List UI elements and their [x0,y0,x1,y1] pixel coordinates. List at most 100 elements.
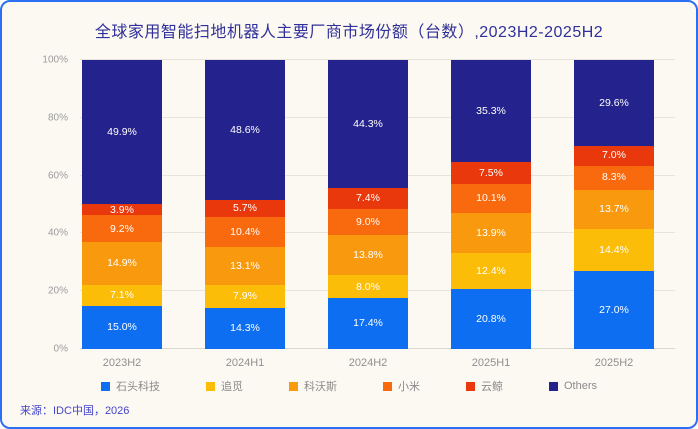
bar-segment: 44.3% [328,60,408,189]
bar-segment: 9.2% [82,215,162,243]
legend-item: Others [548,378,597,394]
legend-label: 科沃斯 [303,381,337,393]
legend-swatch-icon [382,381,392,391]
bar-segment: 9.0% [328,209,408,236]
bar-segment: 13.1% [205,246,285,285]
bar-segment-value-label: 44.3% [353,117,383,130]
bar-segment: 29.6% [574,60,654,146]
bar-segment: 14.9% [82,242,162,286]
chart-title: 全球家用智能扫地机器人主要厂商市场份额（台数）,2023H2-2025H2 [94,24,604,41]
bar-segment-value-label: 15.0% [107,321,137,334]
gridline [80,59,675,60]
legend-item: 追觅 [205,378,243,394]
y-axis-tick-label: 100% [42,54,68,66]
x-axis-tick-label: 2023H2 [102,357,142,369]
bar-segment-value-label: 9.0% [356,216,380,229]
y-axis-tick-label: 40% [47,227,68,239]
bar-segment-value-label: 49.9% [107,125,137,138]
bar-segment: 7.9% [205,284,285,308]
bar-segment-value-label: 8.3% [602,171,626,184]
bar-segment: 3.9% [82,203,162,216]
x-axis-tick-label: 2024H1 [225,357,265,369]
legend-label: 石头科技 [115,381,160,393]
bar-segment-value-label: 14.3% [230,322,260,335]
legend-swatch-icon [100,381,110,391]
bar-segment-value-label: 48.6% [230,123,260,136]
y-axis-tick-label: 20% [47,285,68,297]
bar-segment-value-label: 3.9% [110,203,134,216]
bar-segment-value-label: 12.4% [476,264,506,277]
bar-segment-value-label: 7.4% [356,192,380,205]
bar-segment: 35.3% [451,60,531,163]
bar-segment: 7.4% [328,188,408,210]
bar-segment-value-label: 35.3% [476,104,506,117]
bar-segment: 12.4% [451,253,531,289]
bar-segment: 7.5% [451,162,531,184]
legend-label: 小米 [397,381,420,393]
bar-segment: 7.0% [574,145,654,166]
bar-segment: 14.4% [574,229,654,271]
bar-segment: 17.4% [328,298,408,349]
bar-segment-value-label: 14.4% [599,243,629,256]
legend-label: Others [563,380,597,392]
bar-segment-value-label: 29.6% [599,96,629,109]
x-axis-tick-label: 2025H2 [594,357,634,369]
source-note: 来源：IDC中国，2026 [20,405,130,417]
bar-segment: 13.7% [574,189,654,230]
bar-segment-value-label: 27.0% [599,303,629,316]
legend-item: 小米 [382,378,420,394]
legend-item: 科沃斯 [288,378,337,394]
bar-segment-value-label: 13.9% [476,226,506,239]
bar-segment-value-label: 13.8% [353,249,383,262]
bar-segment-value-label: 20.8% [476,312,506,325]
y-axis-tick-label: 0% [53,343,68,355]
bar-segment-value-label: 10.1% [476,192,506,205]
legend-swatch-icon [548,381,558,391]
x-axis-tick-label: 2024H2 [348,357,388,369]
bar-segment-value-label: 7.9% [233,289,257,302]
bars-container: 49.9% 3.9% 9.2% 14.9% 7.1% 15.0% 48.6% 5.7% 10.4… [82,60,654,349]
plot-area: 0% 20% 40% 60% 80% 100% 49.9% 3.9% 9.2% 14.9% 7.1%… [42,55,675,369]
legend-label: 云鲸 [480,381,503,393]
legend-label: 追觅 [220,381,243,393]
bar-segment-value-label: 17.4% [353,317,383,330]
bar-2024H1: 48.6% 5.7% 10.4% 13.1% 7.9% 14.3% [205,60,285,349]
bar-segment: 10.1% [451,183,531,213]
bar-segment: 8.0% [328,275,408,299]
legend-swatch-icon [288,381,298,391]
legend-swatch-icon [205,381,215,391]
y-axis-tick-label: 60% [47,170,68,182]
bar-segment-value-label: 7.0% [602,149,626,162]
bar-segment-value-label: 5.7% [233,202,257,215]
legend-item: 云鲸 [465,378,503,394]
bar-segment: 13.9% [451,212,531,254]
bar-segment: 15.0% [82,305,162,349]
y-axis-tick-label: 80% [47,112,68,124]
bar-2024H2: 44.3% 7.4% 9.0% 13.8% 8.0% 17.4% [328,60,408,349]
bar-segment: 14.3% [205,307,285,349]
bar-segment: 48.6% [205,60,285,201]
bar-segment-value-label: 8.0% [356,280,380,293]
bar-2025H2: 29.6% 7.0% 8.3% 13.7% 14.4% 27.0% [574,60,654,349]
legend-swatch-icon [465,381,475,391]
x-axis-tick-label: 2025H1 [471,357,511,369]
bar-segment: 10.4% [205,216,285,247]
bar-segment-value-label: 13.7% [599,203,629,216]
bar-segment-value-label: 14.9% [107,257,137,270]
bar-segment: 7.1% [82,285,162,306]
bar-2023H2: 49.9% 3.9% 9.2% 14.9% 7.1% 15.0% [82,60,162,349]
bar-segment: 8.3% [574,165,654,190]
bar-segment: 13.8% [328,235,408,276]
x-axis-labels: 2023H2 2024H1 2024H2 2025H1 2025H2 [82,357,654,369]
bar-segment: 5.7% [205,200,285,217]
bar-2025H1: 35.3% 7.5% 10.1% 13.9% 12.4% 20.8% [451,60,531,349]
bar-segment: 20.8% [451,288,531,349]
bar-segment: 27.0% [574,270,654,349]
bar-segment-value-label: 9.2% [110,222,134,235]
bar-segment-value-label: 7.5% [479,166,503,179]
bar-segment-value-label: 7.1% [110,289,134,302]
bar-segment: 49.9% [82,60,162,205]
bar-segment-value-label: 10.4% [230,225,260,238]
legend: 石头科技 追觅 科沃斯 小米 云鲸 Others [2,378,696,394]
